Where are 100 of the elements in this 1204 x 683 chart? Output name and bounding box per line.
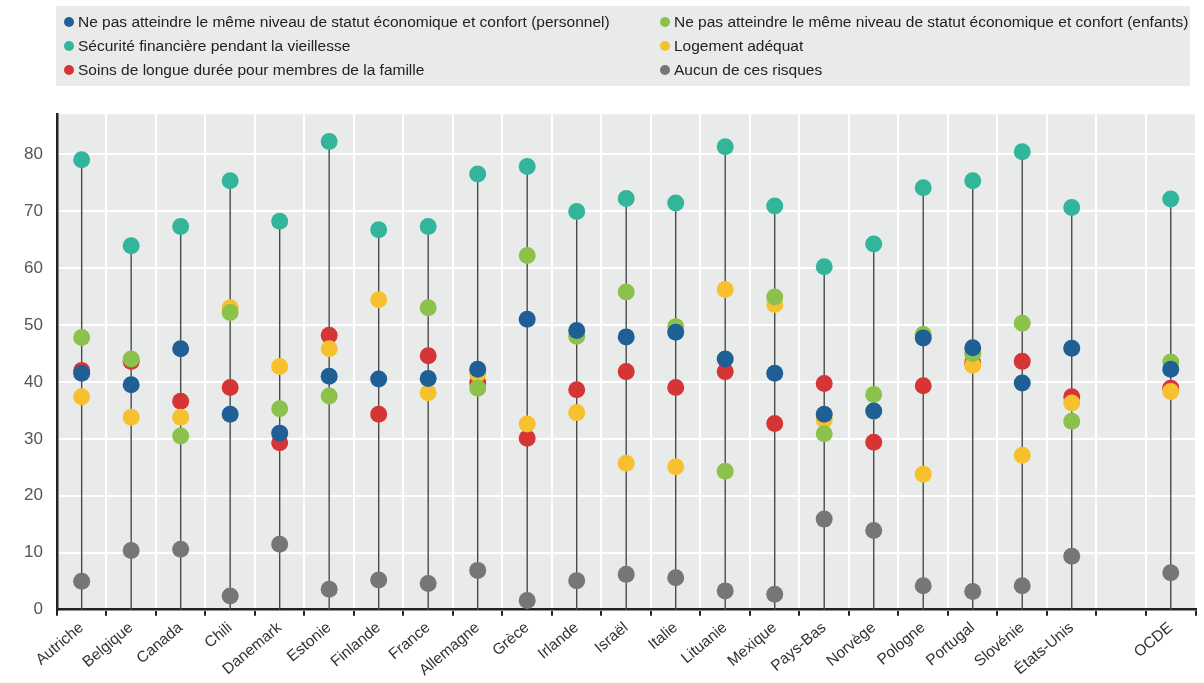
point (73, 328, 91, 346)
legend-label: Aucun de ces risques (674, 60, 823, 80)
point (419, 299, 437, 317)
point (221, 587, 239, 605)
point (568, 404, 586, 422)
y-tick-label: 80 (23, 143, 43, 163)
point (568, 572, 586, 590)
y-tick-label: 20 (23, 485, 43, 505)
point (815, 425, 833, 443)
point (122, 237, 140, 255)
point (419, 347, 437, 365)
point (865, 385, 883, 403)
point (1013, 446, 1031, 464)
point (172, 392, 190, 410)
point (1063, 199, 1081, 217)
point (716, 350, 734, 368)
legend-label: Logement adéquat (674, 36, 804, 56)
point (815, 510, 833, 528)
point (122, 541, 140, 559)
y-tick-label: 70 (23, 200, 43, 220)
point (964, 339, 982, 357)
point (617, 189, 635, 207)
point (320, 387, 338, 405)
point (914, 179, 932, 197)
y-tick-label: 0 (33, 599, 43, 619)
legend-label: Sécurité financière pendant la vieillesse (78, 36, 351, 56)
y-tick-label: 40 (23, 371, 43, 391)
point (73, 388, 91, 406)
point (469, 165, 487, 183)
point (964, 582, 982, 600)
point (914, 465, 932, 483)
point (122, 408, 140, 426)
point (914, 377, 932, 395)
point (865, 235, 883, 253)
point (518, 158, 536, 176)
point (320, 133, 338, 151)
point (1063, 394, 1081, 412)
point (221, 405, 239, 423)
point (122, 376, 140, 394)
point (617, 328, 635, 346)
point (172, 540, 190, 558)
legend-label: Ne pas atteindre le même niveau de statut économique et confort (enfants) (674, 12, 1189, 32)
point (568, 381, 586, 399)
point (1162, 564, 1180, 582)
point (419, 217, 437, 235)
point (320, 580, 338, 598)
x-tick-label: Italie (644, 618, 681, 653)
point (667, 194, 685, 212)
point (172, 340, 190, 358)
point (865, 433, 883, 451)
point (518, 429, 536, 447)
point (518, 310, 536, 328)
y-tick-label: 10 (23, 542, 43, 562)
point (617, 363, 635, 381)
point (716, 138, 734, 156)
point (370, 221, 388, 239)
point (271, 424, 289, 442)
point (320, 340, 338, 358)
point (73, 572, 91, 590)
point (419, 384, 437, 402)
point (271, 212, 289, 230)
point (617, 565, 635, 583)
point (172, 217, 190, 235)
point (1013, 352, 1031, 370)
point (667, 569, 685, 587)
point (271, 535, 289, 553)
point (914, 577, 932, 595)
y-tick-label: 50 (23, 314, 43, 334)
point (1162, 383, 1180, 401)
point (221, 172, 239, 190)
point (221, 303, 239, 321)
y-tick-label: 30 (23, 428, 43, 448)
point (518, 246, 536, 264)
point (370, 291, 388, 309)
point (766, 414, 784, 432)
point (518, 592, 536, 610)
point (815, 375, 833, 393)
point (716, 462, 734, 480)
point (1162, 360, 1180, 378)
point (568, 203, 586, 221)
point (1013, 143, 1031, 161)
point (271, 357, 289, 375)
point (964, 172, 982, 190)
point (370, 405, 388, 423)
point (419, 574, 437, 592)
point (667, 323, 685, 341)
point (1162, 190, 1180, 208)
point (716, 582, 734, 600)
point (73, 151, 91, 169)
point (1013, 577, 1031, 595)
point (815, 405, 833, 423)
point (221, 379, 239, 397)
point (716, 281, 734, 299)
point (1063, 412, 1081, 430)
point (469, 360, 487, 378)
point (518, 415, 536, 433)
point (370, 370, 388, 388)
point (1013, 374, 1031, 392)
point (568, 322, 586, 340)
legend-label: Ne pas atteindre le même niveau de statut économique et confort (personnel) (78, 12, 610, 32)
